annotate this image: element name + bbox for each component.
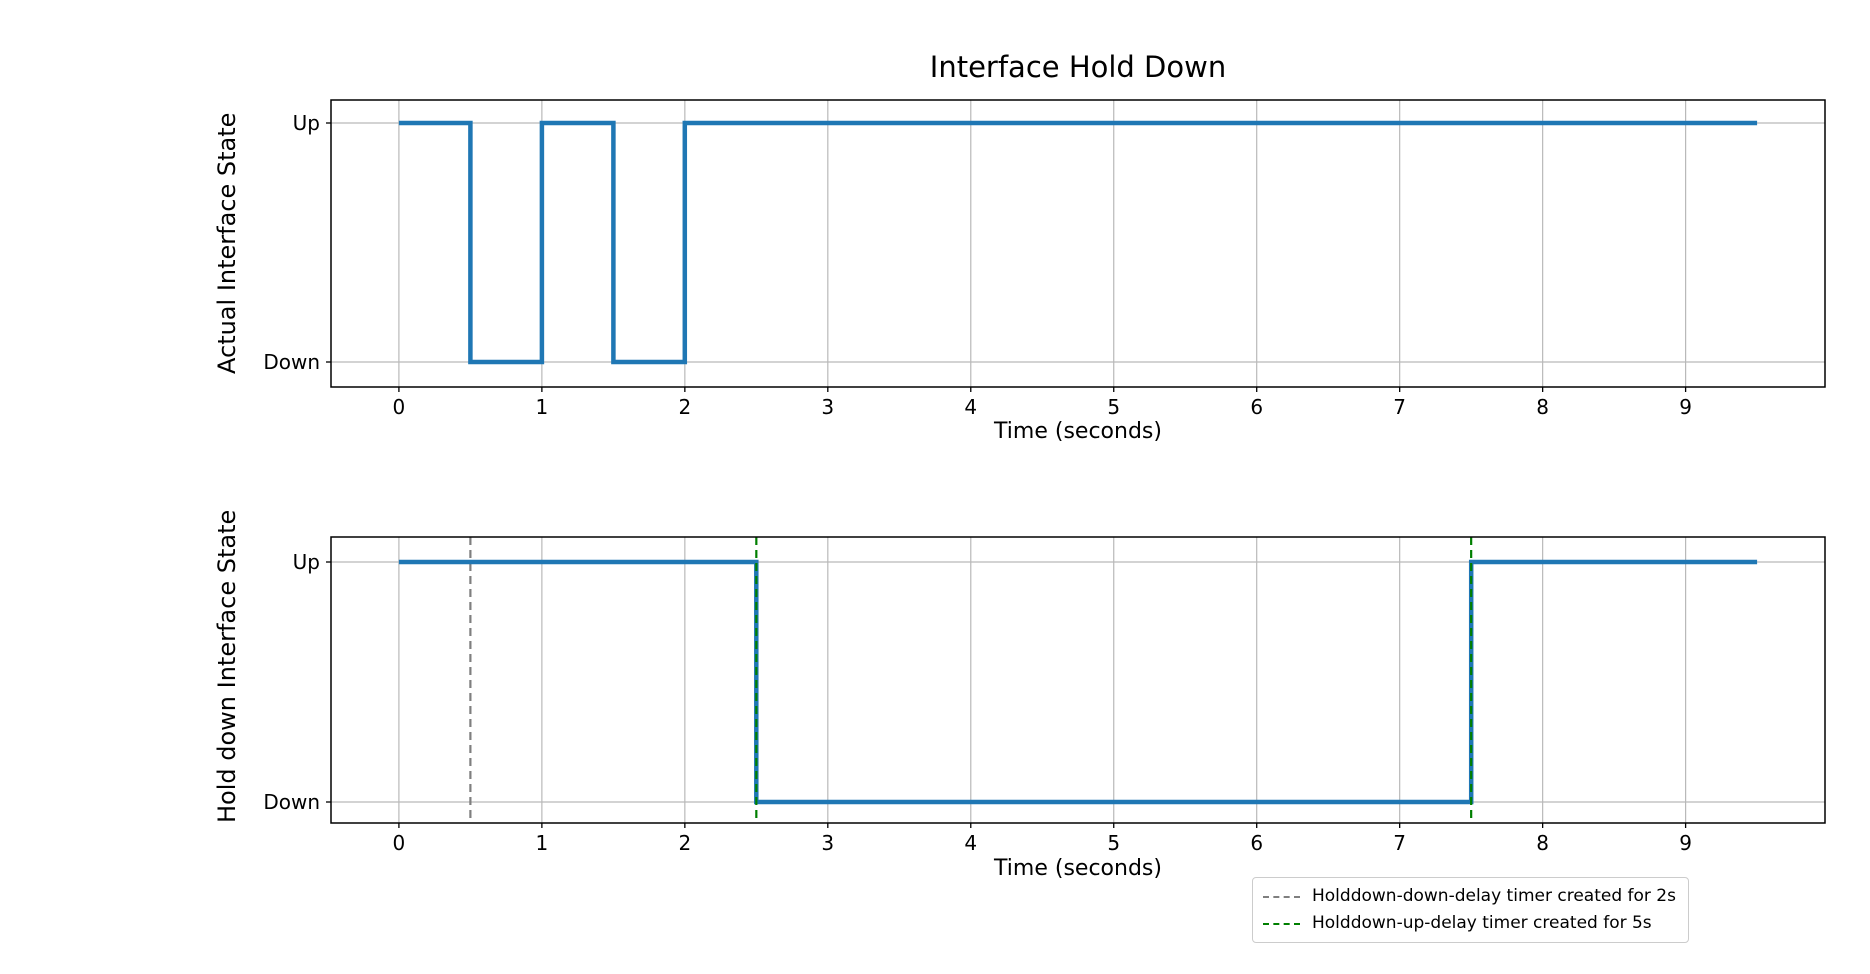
legend-item-holddown-up-delay: Holddown-up-delay timer created for 5s xyxy=(1263,913,1676,934)
x-tick-label: 8 xyxy=(1536,395,1549,419)
x-tick-label: 0 xyxy=(392,395,406,419)
y-tick-label: Down xyxy=(263,350,320,374)
x-tick-label: 1 xyxy=(535,395,549,419)
gray-dashed-line-icon xyxy=(1263,895,1300,898)
interface-state-step-line xyxy=(398,120,1758,365)
x-axis-label-time-top: Time (seconds) xyxy=(994,419,1162,444)
y-tick-label: Down xyxy=(263,790,320,814)
y-axis-label-actual-state: Actual Interface State xyxy=(213,112,241,375)
x-axis-label-time-bottom: Time (seconds) xyxy=(994,856,1162,881)
x-tick-label: 6 xyxy=(1250,395,1264,419)
x-tick-label: 6 xyxy=(1250,831,1264,855)
x-tick-label: 3 xyxy=(821,831,835,855)
y-axis-label-holddown-state: Hold down Interface State xyxy=(213,509,241,823)
y-tick-label: Up xyxy=(292,550,320,574)
green-dashed-line-icon xyxy=(1263,922,1300,925)
x-tick-label: 9 xyxy=(1679,831,1692,855)
x-tick-label: 4 xyxy=(964,395,978,419)
y-tick-label: Up xyxy=(292,111,320,135)
axes-spines xyxy=(330,99,1826,388)
plot-area-holddown-interface-state xyxy=(326,536,1826,828)
legend-label: Holddown-down-delay timer created for 2s xyxy=(1312,886,1676,906)
x-tick-label: 9 xyxy=(1679,395,1692,419)
legend: Holddown-down-delay timer created for 2s… xyxy=(1252,877,1689,943)
chart-title: Interface Hold Down xyxy=(929,50,1227,84)
plot-area-actual-interface-state xyxy=(326,99,1826,392)
x-tick-label: 8 xyxy=(1536,831,1549,855)
x-tick-label: 4 xyxy=(964,831,978,855)
x-tick-label: 3 xyxy=(821,395,835,419)
interface-state-step-line xyxy=(398,559,1758,805)
x-tick-label: 0 xyxy=(392,831,406,855)
x-tick-label: 2 xyxy=(678,831,692,855)
x-tick-label: 5 xyxy=(1107,395,1121,419)
x-tick-label: 2 xyxy=(678,395,692,419)
x-tick-label: 7 xyxy=(1393,831,1407,855)
axes-spines xyxy=(330,536,1826,824)
legend-item-holddown-down-delay: Holddown-down-delay timer created for 2s xyxy=(1263,886,1676,907)
x-tick-label: 1 xyxy=(535,831,549,855)
x-tick-label: 7 xyxy=(1393,395,1407,419)
legend-label: Holddown-up-delay timer created for 5s xyxy=(1312,913,1652,933)
x-tick-label: 5 xyxy=(1107,831,1121,855)
